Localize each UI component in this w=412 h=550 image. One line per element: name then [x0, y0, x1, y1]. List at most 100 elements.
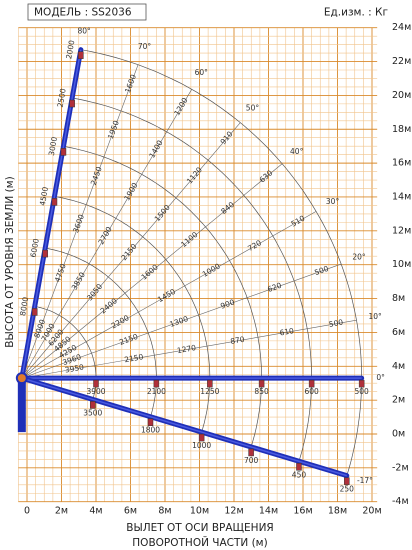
angle-rays: [21, 64, 357, 379]
y-tick-label: 4м: [392, 361, 405, 372]
load-label: 1800: [141, 426, 160, 435]
load-label: 1000: [192, 441, 211, 450]
load-label: 6000: [29, 238, 41, 259]
y-tick-label: 12м: [392, 225, 411, 236]
y-tick-label: 8м: [392, 293, 405, 304]
angle-label: 70°: [138, 42, 152, 51]
x-tick-label: 8м: [158, 506, 171, 517]
load-label: 500: [328, 318, 344, 329]
x-tick-label: 0: [24, 506, 30, 517]
load-label: 4500: [38, 186, 50, 207]
angle-label: -17°: [357, 476, 373, 485]
crane-column: [17, 382, 26, 433]
hook: [258, 379, 265, 388]
hook: [358, 379, 365, 388]
angle-label: 20°: [352, 253, 366, 262]
hook: [93, 379, 99, 388]
load-label: 2100: [147, 387, 166, 396]
hook: [42, 249, 48, 258]
angle-ray: [21, 263, 342, 379]
x-tick-label: 18м: [328, 506, 347, 517]
load-label: 3500: [83, 408, 102, 417]
boom-edge: [21, 377, 348, 477]
booms: [15, 47, 365, 485]
y-tick-label: -2м: [392, 462, 409, 473]
angle-label: 40°: [290, 147, 304, 156]
angle-ray: [21, 211, 317, 379]
angle-label: 0°: [376, 373, 385, 382]
y-tick-label: 16м: [392, 158, 411, 169]
load-label: 870: [230, 335, 246, 346]
angle-ray: [21, 163, 283, 379]
load-label: 450: [292, 470, 307, 479]
hook: [308, 379, 315, 388]
hook: [90, 401, 96, 409]
y-tick-label: 10м: [392, 259, 411, 270]
angle-label: 50°: [246, 103, 260, 112]
hook: [69, 99, 75, 108]
y-tick-label: 6м: [392, 327, 405, 338]
load-label: 3900: [86, 387, 105, 396]
load-label: 2500: [56, 88, 68, 109]
angle-ray: [21, 319, 357, 379]
hook: [153, 379, 160, 388]
y-tick-label: 14м: [392, 191, 411, 202]
y-tick-label: 18м: [392, 124, 411, 135]
model-box: [27, 3, 147, 21]
load-label: 8000: [18, 296, 30, 317]
hook: [78, 51, 84, 59]
hook: [207, 379, 213, 388]
model: МОДЕЛЬ : SS2036: [34, 7, 132, 19]
units: Ед.изм. : Кг: [324, 7, 388, 19]
x-axis-title: ВЫЛЕТ ОТ ОСИ ВРАЩЕНИЯ: [126, 522, 273, 534]
x-tick-label: 20м: [362, 506, 381, 517]
y-tick-label: 2м: [392, 395, 405, 406]
load-label: 3950: [64, 362, 85, 374]
x-tick-label: 6м: [124, 506, 137, 517]
hook: [31, 308, 38, 316]
y-tick-label: 22м: [392, 56, 411, 67]
hook: [248, 448, 254, 457]
grid: [18, 27, 378, 503]
load-label: 700: [244, 456, 259, 465]
hook: [198, 433, 205, 442]
load-label: 600: [304, 387, 319, 396]
hook: [147, 418, 154, 426]
x-tick-label: 12м: [224, 506, 243, 517]
x-tick-label: 10м: [190, 506, 209, 517]
angle-ray: [21, 122, 241, 379]
hook: [296, 463, 302, 471]
angle-ray: [21, 89, 192, 379]
x-axis-title: ПОВОРОТНОЙ ЧАСТИ (м): [132, 536, 267, 549]
load-label: 610: [279, 326, 295, 337]
hook: [51, 198, 58, 206]
load-label: 250: [340, 485, 355, 494]
load-label: 2000: [64, 39, 76, 60]
y-axis-title: ВЫСОТА ОТ УРОВНЯ ЗЕМЛИ (м): [4, 176, 16, 347]
hook: [344, 477, 350, 485]
x-tick-label: 2м: [55, 506, 68, 517]
pivot: [15, 372, 28, 385]
load-label: 3000: [47, 136, 59, 157]
y-tick-label: 20м: [392, 90, 411, 101]
load-label: 500: [354, 387, 369, 396]
y-tick-label: 24м: [392, 22, 411, 33]
load-label: 1250: [200, 387, 219, 396]
x-tick-label: 14м: [259, 506, 278, 517]
load-label: 2150: [124, 352, 145, 364]
y-tick-label: -4м: [392, 496, 409, 507]
x-tick-label: 16м: [293, 506, 312, 517]
angle-label: 10°: [369, 312, 383, 321]
load-label: 850: [254, 387, 269, 396]
x-tick-label: 4м: [89, 506, 102, 517]
angle-label: 30°: [326, 197, 340, 206]
load-label: 1270: [176, 343, 197, 355]
angle-label: 80°: [77, 26, 91, 35]
hook: [60, 148, 67, 156]
y-tick-label: 0м: [392, 429, 405, 440]
angle-label: 60°: [195, 68, 209, 77]
angle-ray: [21, 64, 139, 379]
